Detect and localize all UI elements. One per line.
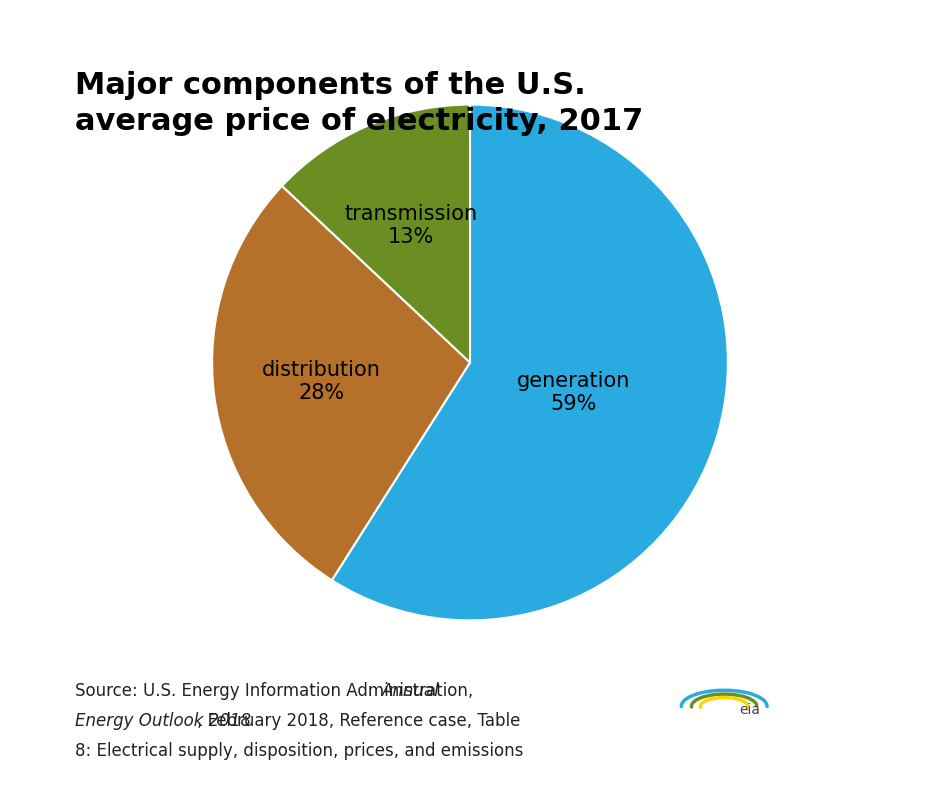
Text: , February 2018, Reference case, Table: , February 2018, Reference case, Table	[196, 712, 520, 730]
Wedge shape	[332, 105, 728, 620]
Text: transmission
13%: transmission 13%	[344, 203, 478, 247]
Text: eia: eia	[739, 703, 760, 717]
Wedge shape	[282, 105, 470, 362]
Text: distribution
28%: distribution 28%	[262, 359, 381, 403]
Text: 8: Electrical supply, disposition, prices, and emissions: 8: Electrical supply, disposition, price…	[75, 742, 524, 760]
Wedge shape	[212, 186, 470, 580]
Text: generation
59%: generation 59%	[517, 371, 631, 414]
Text: Annual: Annual	[382, 682, 440, 700]
Text: Energy Outlook 2018: Energy Outlook 2018	[75, 712, 251, 730]
Text: Source: U.S. Energy Information Administration, Annual: Source: U.S. Energy Information Administ…	[75, 682, 537, 700]
Text: Major components of the U.S.
average price of electricity, 2017: Major components of the U.S. average pri…	[75, 71, 644, 136]
Text: Source: U.S. Energy Information Administration,: Source: U.S. Energy Information Administ…	[75, 682, 478, 700]
